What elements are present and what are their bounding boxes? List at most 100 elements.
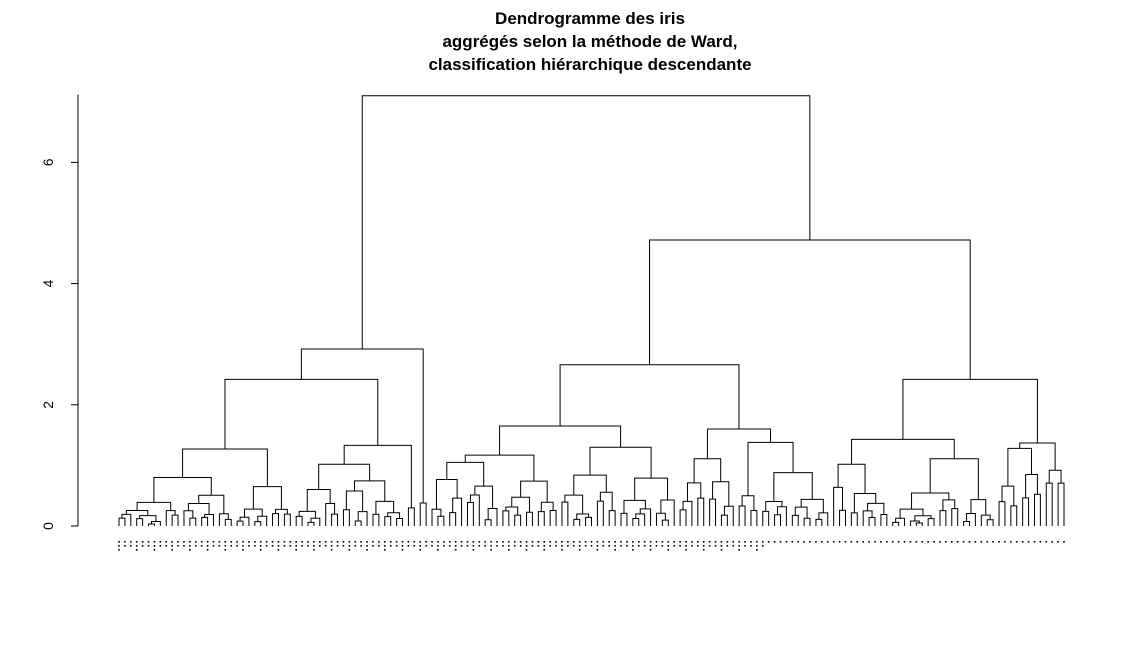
dendrogram-link — [446, 461, 485, 487]
chart-title: Dendrogramme des iris aggrégés selon la … — [290, 7, 890, 76]
leaf-label-mark — [897, 541, 900, 543]
leaf-label-mark — [785, 541, 788, 543]
leaf-label-mark — [1027, 541, 1030, 543]
dendrogram-link — [300, 348, 424, 503]
leaf-label-mark — [1015, 541, 1018, 543]
leaf-label-mark — [183, 541, 185, 543]
leaf-label-mark — [460, 541, 463, 543]
leaf-label-mark — [189, 541, 191, 543]
leaf-label-mark — [525, 545, 528, 547]
leaf-label-mark — [324, 545, 327, 547]
dendrogram-link — [679, 509, 687, 526]
dendrogram-link — [867, 502, 885, 515]
leaf-label-mark — [685, 545, 687, 547]
dendrogram-link — [741, 495, 755, 511]
dendrogram-link — [153, 477, 212, 503]
leaf-label-mark — [513, 541, 516, 543]
leaf-label-mark — [265, 541, 268, 543]
dendrogram-link — [774, 514, 781, 526]
leaf-label-mark — [738, 549, 740, 551]
leaf-label-mark — [838, 541, 841, 543]
leaf-label-mark — [372, 545, 374, 547]
leaf-label-mark — [454, 549, 457, 551]
dendrogram-link — [623, 499, 646, 514]
leaf-label-mark — [608, 541, 611, 543]
dendrogram-link — [839, 509, 846, 526]
dendrogram-link — [357, 511, 368, 526]
leaf-label-mark — [702, 545, 705, 547]
leaf-label-mark — [567, 541, 569, 543]
leaf-label-mark — [289, 541, 292, 543]
leaf-label-mark — [307, 541, 309, 543]
leaf-label-mark — [738, 541, 740, 543]
dendrogram-link — [589, 446, 652, 479]
leaf-label-mark — [667, 541, 670, 543]
leaf-labels — [118, 541, 1065, 551]
leaf-label-mark — [596, 541, 599, 543]
leaf-label-mark — [472, 545, 475, 547]
leaf-label-mark — [761, 541, 764, 543]
dendrogram-link — [244, 508, 263, 518]
leaf-label-mark — [673, 545, 675, 547]
dendrogram-link — [165, 510, 176, 526]
leaf-label-mark — [366, 545, 368, 547]
leaf-label-mark — [543, 549, 546, 551]
leaf-label-mark — [980, 541, 983, 543]
leaf-label-mark — [177, 541, 179, 543]
y-tick-label: 4 — [40, 279, 56, 287]
leaf-label-mark — [372, 541, 374, 543]
dendrogram-link — [239, 516, 250, 526]
dendrogram-link — [182, 448, 268, 487]
leaf-label-mark — [413, 541, 416, 543]
leaf-label-mark — [939, 541, 941, 543]
leaf-label-mark — [519, 541, 522, 543]
leaf-label-mark — [437, 549, 439, 551]
leaf-label-mark — [130, 545, 132, 547]
leaf-label-mark — [165, 545, 168, 547]
leaf-label-mark — [508, 545, 510, 547]
leaf-label-mark — [513, 545, 516, 547]
dendrogram-link — [862, 510, 873, 526]
dendrogram-link — [345, 490, 364, 512]
leaf-label-mark — [265, 545, 268, 547]
leaf-label-mark — [809, 541, 811, 543]
dendrogram-link — [1007, 447, 1033, 487]
leaf-label-mark — [756, 541, 758, 543]
leaf-label-mark — [425, 545, 427, 547]
dendrogram-link — [1001, 485, 1015, 506]
dendrogram-link — [709, 498, 717, 526]
leaf-label-mark — [490, 545, 492, 547]
dendrogram-link — [218, 513, 229, 526]
dendrogram-link — [815, 518, 823, 526]
dendrogram-link — [396, 518, 403, 526]
leaf-label-mark — [200, 545, 203, 547]
leaf-label-mark — [466, 545, 469, 547]
leaf-label-mark — [472, 541, 475, 543]
dendrogram-link — [902, 378, 1038, 443]
leaf-label-mark — [496, 541, 498, 543]
leaf-label-mark — [295, 541, 297, 543]
leaf-label-mark — [354, 541, 357, 543]
leaf-label-mark — [578, 549, 581, 551]
leaf-label-mark — [153, 545, 156, 547]
leaf-label-mark — [886, 541, 888, 543]
leaf-label-mark — [248, 541, 250, 543]
dendrogram-link — [224, 378, 379, 450]
leaf-label-mark — [614, 541, 616, 543]
dendrogram-link — [540, 501, 554, 512]
leaf-label-mark — [726, 545, 729, 547]
leaf-label-mark — [194, 545, 197, 547]
leaf-label-mark — [844, 541, 847, 543]
dendrogram-link — [1019, 442, 1056, 471]
dendrogram-link — [198, 494, 225, 514]
leaf-label-mark — [259, 541, 262, 543]
leaf-label-mark — [561, 545, 563, 547]
leaf-label-mark — [537, 545, 540, 547]
dendrogram-link — [466, 501, 474, 526]
leaf-label-mark — [242, 545, 244, 547]
leaf-label-mark — [466, 541, 469, 543]
dendrogram-link — [514, 514, 522, 526]
dendrogram-link — [706, 428, 772, 459]
dendrogram-link — [800, 498, 824, 513]
